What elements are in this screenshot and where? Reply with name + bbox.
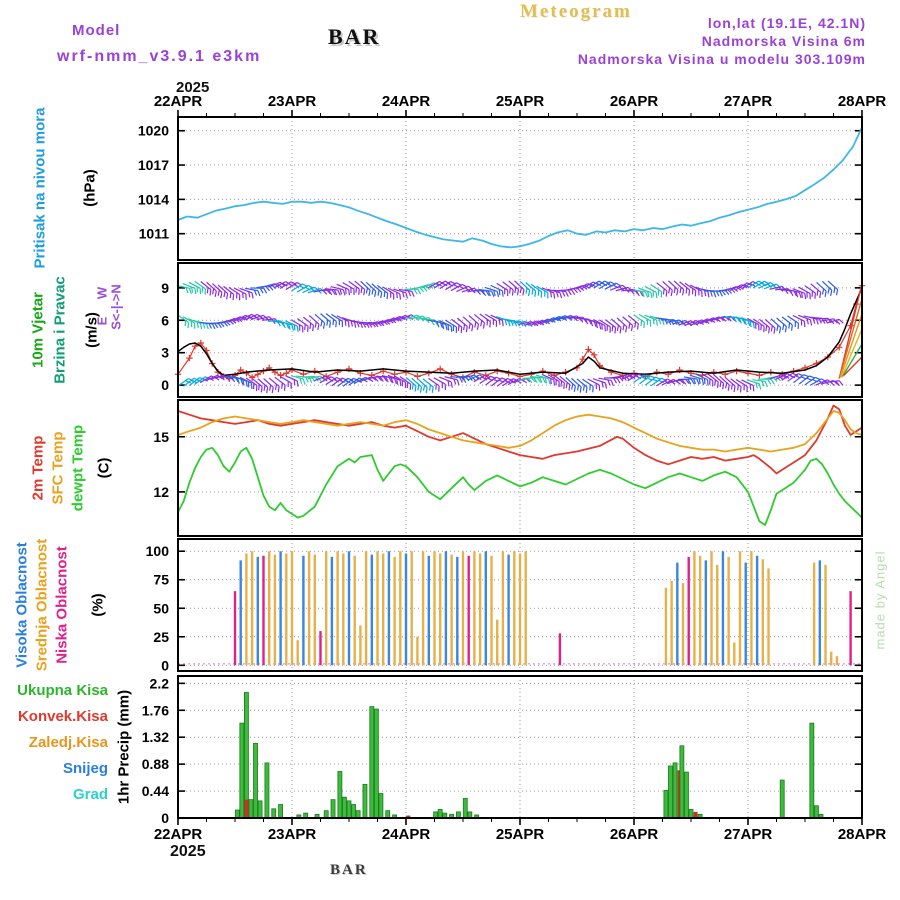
svg-text:12: 12 <box>153 484 169 500</box>
location-info: lon,lat (19.1E, 42.1N) Nadmorska Visina … <box>578 14 866 68</box>
svg-text:27APR: 27APR <box>724 826 773 843</box>
svg-text:1011: 1011 <box>139 226 170 242</box>
temp-2m-label: 2m Temp <box>29 435 47 501</box>
svg-text:24APR: 24APR <box>382 93 431 110</box>
meteogram-title: Meteogram <box>520 1 632 22</box>
wind-axis-label: 10m Vjetar <box>29 292 47 368</box>
svg-text:6: 6 <box>161 312 169 328</box>
svg-text:9: 9 <box>161 280 169 296</box>
svg-text:22APR: 22APR <box>154 826 203 843</box>
compass-west-label: W <box>94 286 110 300</box>
legend-snow: Snijeg <box>62 760 108 777</box>
watermark: made by Angel <box>872 550 888 650</box>
lonlat-text: lon,lat (19.1E, 42.1N) <box>707 15 866 31</box>
wind-axis-sublabel: Brzina i Pravac <box>51 276 69 384</box>
svg-text:28APR: 28APR <box>838 93 887 110</box>
svg-text:24APR: 24APR <box>382 826 431 843</box>
svg-text:22APR: 22APR <box>154 93 203 110</box>
svg-text:25APR: 25APR <box>496 93 545 110</box>
temp-sfc-label: SFC Temp <box>49 431 67 505</box>
svg-text:1017: 1017 <box>138 157 169 173</box>
svg-text:1.32: 1.32 <box>142 729 169 745</box>
svg-text:27APR: 27APR <box>724 93 773 110</box>
legend-total-rain: Ukupna Kisa <box>17 682 108 699</box>
year-label-top: 2025 <box>176 79 210 96</box>
svg-text:75: 75 <box>153 572 169 588</box>
compass-axis-icon: S<-|->N <box>108 284 124 330</box>
elevation-text: Nadmorska Visina 6m <box>701 33 866 49</box>
svg-text:28APR: 28APR <box>838 826 887 843</box>
cloud-low-label: Niska Oblacnost <box>53 546 71 664</box>
svg-text:15: 15 <box>153 429 169 445</box>
legend-convective-rain: Konvek.Kisa <box>17 708 108 725</box>
station-label-bottom: BAR <box>330 862 368 878</box>
temp-unit-label: (C) <box>95 457 113 479</box>
svg-text:0: 0 <box>161 377 169 393</box>
model-elevation-text: Nadmorska Visina u modelu 303.109m <box>577 51 866 67</box>
svg-text:25: 25 <box>153 629 169 645</box>
svg-text:100: 100 <box>146 543 170 559</box>
svg-text:0.44: 0.44 <box>142 783 169 799</box>
legend-hail: Grad <box>72 786 108 803</box>
year-label-bottom: 2025 <box>170 843 206 860</box>
legend-frozen-rain: Zaledj.Kisa <box>28 734 108 751</box>
svg-text:2.2: 2.2 <box>150 675 170 691</box>
pressure-axis-label: Pritisak na nivou mora <box>31 107 49 269</box>
cloud-high-label: Visoka Oblacnost <box>13 542 31 668</box>
svg-text:23APR: 23APR <box>268 826 317 843</box>
cloud-mid-label: Srednja Oblacnost <box>33 538 51 672</box>
svg-text:26APR: 26APR <box>610 826 659 843</box>
model-label: Model <box>72 22 121 39</box>
svg-text:0.88: 0.88 <box>142 756 169 772</box>
svg-text:1020: 1020 <box>138 123 169 139</box>
svg-text:0: 0 <box>161 810 169 826</box>
svg-text:0: 0 <box>161 657 169 673</box>
station-title: BAR <box>328 24 381 49</box>
compass-east-label: E <box>94 316 110 326</box>
precip-unit-label: 1hr Precip (mm) <box>115 689 133 805</box>
temp-dewpoint-label: dewpt Temp <box>69 424 87 512</box>
model-name: wrf-nmm_v3.9.1 e3km <box>57 48 262 65</box>
svg-text:26APR: 26APR <box>610 93 659 110</box>
svg-text:50: 50 <box>153 600 169 616</box>
svg-text:1014: 1014 <box>138 191 169 207</box>
svg-text:1.76: 1.76 <box>142 702 169 718</box>
svg-text:23APR: 23APR <box>268 93 317 110</box>
svg-text:25APR: 25APR <box>496 826 545 843</box>
pressure-unit-label: (hPa) <box>81 169 99 207</box>
svg-text:3: 3 <box>161 345 169 361</box>
cloud-unit-label: (%) <box>89 593 107 617</box>
